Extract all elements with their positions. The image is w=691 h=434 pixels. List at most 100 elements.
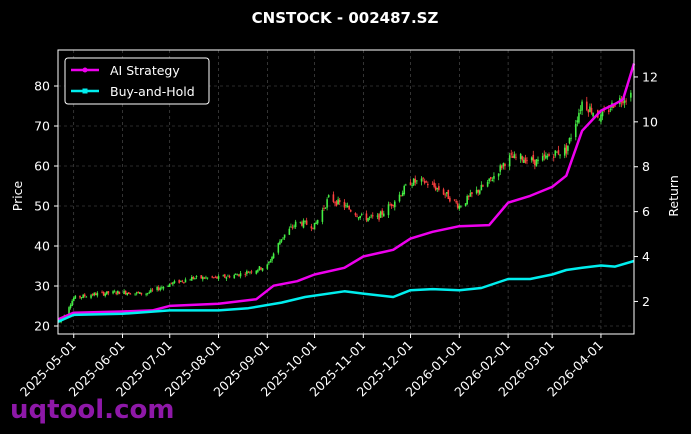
price-candle xyxy=(521,155,524,163)
price-candle xyxy=(192,276,195,280)
price-candle xyxy=(216,276,218,279)
y2-tick-label: 8 xyxy=(642,159,650,174)
price-candle xyxy=(489,176,492,182)
price-candle xyxy=(269,259,272,263)
price-candle xyxy=(315,220,317,225)
buy-and-hold-line xyxy=(57,259,635,323)
price-candle xyxy=(335,199,338,207)
price-candle xyxy=(239,270,242,279)
price-candle xyxy=(205,275,207,280)
price-candle xyxy=(323,205,325,212)
price-candle xyxy=(444,192,446,199)
price-candle xyxy=(405,183,407,186)
price-candle xyxy=(530,156,533,163)
y2-tick-label: 6 xyxy=(642,204,650,219)
price-candle xyxy=(447,189,450,200)
price-candle xyxy=(390,203,393,209)
price-candle xyxy=(250,269,253,275)
price-candle xyxy=(255,270,258,275)
price-candle xyxy=(201,275,204,282)
price-candle xyxy=(464,203,467,207)
price-candle xyxy=(79,295,81,299)
price-candle xyxy=(360,212,363,217)
price-candle xyxy=(178,279,180,284)
price-candle xyxy=(379,210,382,218)
price-candle xyxy=(524,154,527,164)
price-candle xyxy=(412,178,415,187)
legend-buy-and-hold-marker xyxy=(82,88,88,94)
price-candle xyxy=(376,213,379,220)
price-candle xyxy=(190,275,193,281)
price-candle xyxy=(321,207,324,225)
price-candle xyxy=(449,196,451,203)
y-tick-label: 70 xyxy=(34,119,50,134)
price-candle xyxy=(482,184,484,188)
price-candle xyxy=(247,270,250,274)
price-candle xyxy=(532,150,535,164)
price-candle xyxy=(502,162,505,170)
price-candle xyxy=(556,151,558,153)
price-candle xyxy=(249,271,251,275)
price-candle xyxy=(337,196,339,205)
price-candle xyxy=(416,180,418,185)
price-candle xyxy=(401,190,404,197)
price-candle xyxy=(411,182,413,189)
price-candle xyxy=(101,290,103,294)
price-candle xyxy=(552,153,555,162)
price-candle xyxy=(271,255,273,263)
price-candle xyxy=(299,221,302,224)
y-axis-left: 20 30 40 50 60 70 80 xyxy=(34,79,58,334)
price-candle xyxy=(102,291,105,296)
price-candle xyxy=(546,153,549,160)
price-candle xyxy=(126,292,129,296)
price-candle xyxy=(576,116,579,127)
price-candle xyxy=(371,212,374,219)
price-candle xyxy=(105,291,108,295)
price-candle xyxy=(346,202,349,208)
price-candle xyxy=(236,273,239,276)
price-candle xyxy=(168,283,171,287)
plot-frame xyxy=(57,49,635,335)
price-candle xyxy=(568,137,571,145)
legend: AI Strategy Buy-and-Hold xyxy=(64,57,210,105)
price-candle xyxy=(129,292,132,295)
price-candle xyxy=(357,216,360,221)
price-candle xyxy=(548,152,550,157)
price-candle xyxy=(400,195,402,197)
price-candle xyxy=(409,179,412,186)
price-candle xyxy=(513,151,516,159)
grid xyxy=(58,50,634,334)
price-candle xyxy=(225,276,228,281)
price-candle xyxy=(354,212,357,217)
price-candle xyxy=(117,290,119,296)
price-candle xyxy=(393,199,396,211)
legend-ai-strategy-label: AI Strategy xyxy=(110,63,180,78)
price-candle xyxy=(425,180,428,183)
price-candle xyxy=(282,237,284,240)
price-candle xyxy=(183,281,185,284)
price-candle xyxy=(258,266,261,271)
price-candle xyxy=(257,268,259,274)
y2-tick-label: 2 xyxy=(642,294,650,309)
y-tick-label: 20 xyxy=(34,319,50,334)
price-candle xyxy=(161,285,163,290)
price-candle xyxy=(338,198,341,206)
price-candle xyxy=(173,279,176,284)
price-candle xyxy=(332,191,335,204)
price-candle xyxy=(387,201,390,218)
y2-tick-label: 12 xyxy=(642,69,658,84)
price-candle xyxy=(422,177,424,182)
price-candle xyxy=(140,292,143,296)
price-candle xyxy=(392,204,395,208)
price-candle xyxy=(515,153,517,161)
price-candle xyxy=(246,269,248,277)
price-candle xyxy=(367,217,369,222)
price-candle xyxy=(590,103,593,115)
price-candle xyxy=(217,274,220,281)
y-tick-label: 40 xyxy=(34,239,50,254)
price-candle xyxy=(145,292,147,297)
price-candle xyxy=(585,96,588,112)
price-candle xyxy=(293,224,295,229)
y2-tick-label: 10 xyxy=(642,114,658,129)
